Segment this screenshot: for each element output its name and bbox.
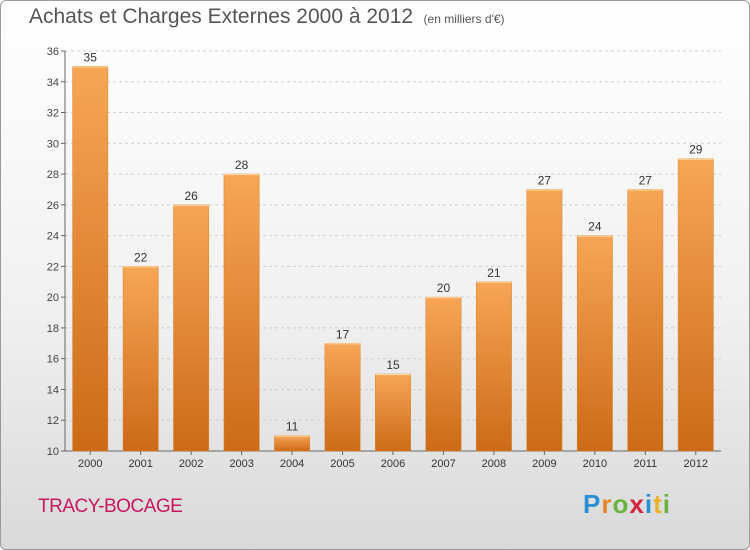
x-tick-label: 2009 [532,458,556,470]
bar [425,296,462,452]
bars [72,66,714,452]
x-tick-label: 2011 [633,458,657,470]
commune-name: TRACY-BOCAGE [38,496,183,517]
bar [627,189,664,452]
logo-letter: x [629,489,645,519]
bar [223,173,260,452]
data-label: 15 [386,358,400,372]
x-tick-label: 2007 [431,458,455,470]
y-tick-label: 24 [47,231,59,243]
x-tick-label: 2010 [583,458,607,470]
data-label: 22 [134,250,148,264]
logo-letter: i [662,489,671,519]
data-label: 21 [487,266,501,280]
y-tick-label: 10 [47,446,59,458]
bar [476,281,512,452]
data-label: 35 [84,50,98,64]
data-label: 11 [286,420,299,434]
bar [72,66,109,452]
bar [274,435,310,452]
y-tick-label: 28 [47,169,59,181]
x-tick-label: 2004 [280,458,304,470]
y-tick-label: 16 [47,354,59,366]
data-label: 28 [235,158,249,172]
y-tick-label: 32 [47,108,59,120]
bar [173,204,210,452]
data-label: 27 [538,173,552,187]
x-tick-label: 2006 [381,458,405,470]
data-label: 24 [588,220,602,234]
y-tick-label: 36 [47,46,59,58]
labels: 10 12 14 16 18 20 22 24 26 28 30 32 34 36 35 2000 22 2001… [47,46,708,470]
y-tick-label: 26 [47,200,59,212]
bar [526,189,563,452]
bar [122,266,159,452]
y-tick-label: 12 [47,415,59,427]
logo-letter: r [601,489,613,519]
proxiti-logo: Proxiti [583,489,671,520]
logo-letter: t [653,489,663,519]
bar [324,343,361,452]
chart-unit-note: (en milliers d'€) [423,12,505,26]
y-tick-label: 18 [47,323,59,335]
bar [576,235,613,452]
chart-title: Achats et Charges Externes 2000 à 2012 [29,5,414,28]
x-tick-label: 2000 [78,458,102,470]
y-tick-label: 22 [47,261,59,273]
chart-title-block: Achats et Charges Externes 2000 à 2012 (… [29,5,505,29]
data-label: 17 [336,327,350,341]
y-tick-label: 30 [47,138,59,150]
data-label: 29 [689,143,703,157]
y-tick-label: 34 [47,77,59,89]
logo-letter: P [583,489,602,519]
x-tick-label: 2002 [179,458,203,470]
data-label: 20 [437,281,451,295]
logo-letter: i [644,489,654,519]
x-tick-label: 2005 [330,458,354,470]
bar [375,373,411,452]
x-tick-label: 2012 [684,458,708,470]
data-label: 27 [639,173,653,187]
x-tick-label: 2008 [482,458,506,470]
logo-letter: o [612,489,630,519]
x-tick-label: 2003 [229,458,253,470]
y-tick-label: 20 [47,292,59,304]
y-tick-label: 14 [47,384,59,396]
data-label: 26 [184,189,198,203]
x-tick-label: 2001 [128,458,152,470]
bar [677,158,714,452]
